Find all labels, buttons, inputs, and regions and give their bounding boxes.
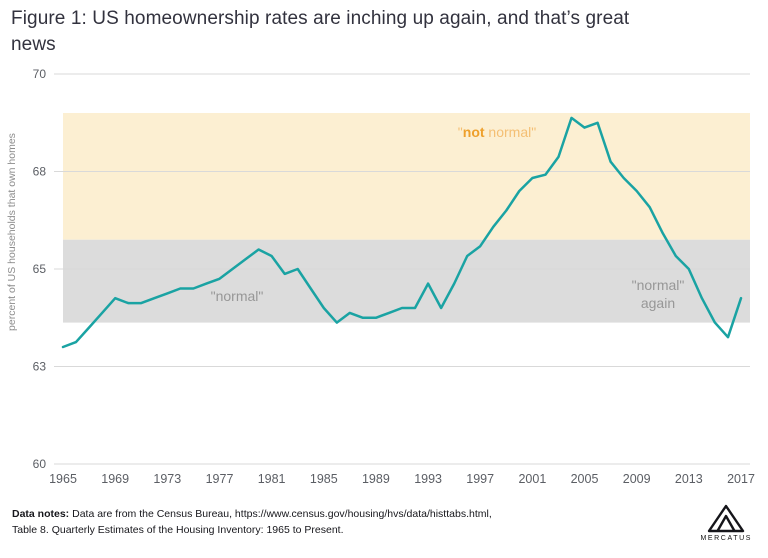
data-notes: Data notes: Data are from the Census Bur…: [12, 507, 492, 539]
x-tick-label: 2005: [571, 472, 599, 486]
not-normal-label: "not normal": [458, 124, 536, 140]
normal-again-label-line2: again: [641, 295, 675, 311]
x-tick-label: 1977: [206, 472, 234, 486]
y-tick-label: 65: [33, 262, 47, 276]
x-tick-label: 1985: [310, 472, 338, 486]
x-tick-label: 1965: [49, 472, 77, 486]
x-tick-label: 2001: [518, 472, 546, 486]
x-tick-label: 2009: [623, 472, 651, 486]
y-tick-label: 70: [33, 67, 47, 81]
figure-title: Figure 1: US homeownership rates are inc…: [11, 8, 630, 55]
data-notes-line2: Table 8. Quarterly Estimates of the Hous…: [12, 523, 344, 536]
x-tick-label: 2013: [675, 472, 703, 486]
x-tick-label: 1981: [258, 472, 286, 486]
x-tick-label: 1969: [101, 472, 129, 486]
normal-label: "normal": [211, 288, 264, 304]
x-tick-label: 1993: [414, 472, 442, 486]
mercatus-logo-mark-icon: [708, 504, 745, 533]
normal-again-label-line1: "normal": [632, 277, 685, 293]
mercatus-logo: MERCATUS: [700, 503, 752, 542]
homeownership-rate-line: [61, 116, 743, 349]
footer: Data notes: Data are from the Census Bur…: [12, 503, 752, 542]
data-notes-label: Data notes:: [12, 508, 70, 520]
x-tick-label: 1973: [153, 472, 181, 486]
x-tick-label: 1997: [466, 472, 494, 486]
x-tick-label: 1989: [362, 472, 390, 486]
y-tick-label: 68: [33, 165, 47, 179]
x-tick-label: 2017: [727, 472, 755, 486]
y-tick-label: 63: [33, 360, 47, 374]
band-not-normal: [63, 113, 750, 240]
data-notes-line1: Data are from the Census Bureau, https:/…: [69, 508, 492, 520]
mercatus-logo-text: MERCATUS: [700, 535, 752, 542]
y-axis-title: percent of US households that own homes: [6, 133, 18, 331]
y-tick-label: 60: [33, 457, 47, 471]
